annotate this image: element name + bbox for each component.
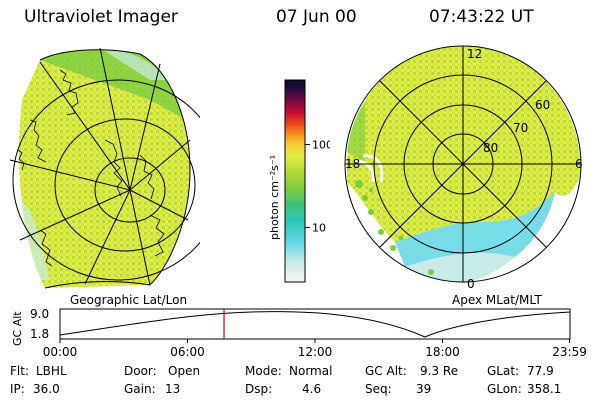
date-label: 07 Jun 00	[276, 7, 357, 27]
mlt-label-18: 18	[345, 157, 360, 171]
geographic-map	[9, 47, 200, 289]
info-label: GLat:	[487, 364, 520, 378]
info-label: Gain:	[124, 382, 156, 396]
mlat-label-70: 70	[513, 121, 528, 135]
apex-map-label: Apex MLat/MLT	[452, 293, 542, 307]
info-value: Normal	[289, 364, 333, 378]
mlt-label-12: 12	[467, 47, 482, 61]
info-value: 39	[416, 382, 432, 396]
mlt-label-6: 6	[575, 157, 583, 171]
lat-lon-grid	[9, 47, 200, 289]
instrument-title: Ultraviolet Imager	[24, 7, 178, 27]
geographic-map-label: Geographic Lat/Lon	[70, 293, 188, 307]
mlat-mlt-grid	[344, 45, 582, 283]
color-bar	[284, 79, 306, 283]
altitude-axis-label: GC Alt	[11, 311, 24, 346]
coastlines	[17, 69, 165, 267]
info-value: 4.6	[302, 382, 322, 396]
info-value: 9.3 Re	[420, 364, 459, 378]
color-bar-tick-label: 10	[312, 221, 326, 234]
mlt-label-0: 0	[467, 277, 475, 291]
altitude-plot: GC Alt 9.0 1.8	[11, 307, 571, 346]
time-tick-label: 12:00	[297, 345, 333, 359]
altitude-tick-low: 1.8	[30, 327, 49, 341]
altitude-curve	[59, 311, 571, 338]
info-value: 36.0	[33, 382, 60, 396]
color-bar-unit-label: photon cm⁻²s⁻¹	[268, 155, 281, 240]
info-label: GC Alt:	[365, 364, 407, 378]
color-scale: 100 10 photon cm⁻²s⁻¹	[268, 79, 330, 283]
info-label: Door:	[124, 364, 157, 378]
info-value: 77.9	[527, 364, 554, 378]
info-label: Flt:	[10, 364, 29, 378]
info-value: LBHL	[36, 364, 67, 378]
info-value: 358.1	[527, 382, 562, 396]
auroral-dots	[355, 180, 434, 275]
altitude-tick-high: 9.0	[30, 307, 49, 321]
info-label: IP:	[10, 382, 25, 396]
apex-polar-map: 12 18 6 0 60 70 80	[344, 45, 583, 291]
info-label: Seq:	[365, 382, 392, 396]
geographic-image	[19, 49, 191, 289]
info-label: Dsp:	[245, 382, 273, 396]
mlat-label-60: 60	[535, 98, 550, 112]
info-value: 13	[165, 382, 181, 396]
time-tick-label: 23:59	[552, 345, 587, 359]
time-tick-label: 06:00	[170, 345, 205, 359]
time-label: 07:43:22 UT	[429, 7, 534, 27]
time-tick-label: 18:00	[425, 345, 460, 359]
time-tick-label: 00:00	[42, 345, 78, 359]
info-label: GLon:	[487, 382, 522, 396]
color-bar-tick-label: 100	[312, 139, 330, 152]
info-value: Open	[168, 364, 201, 378]
mlat-label-80: 80	[483, 141, 498, 155]
info-label: Mode:	[245, 364, 282, 378]
